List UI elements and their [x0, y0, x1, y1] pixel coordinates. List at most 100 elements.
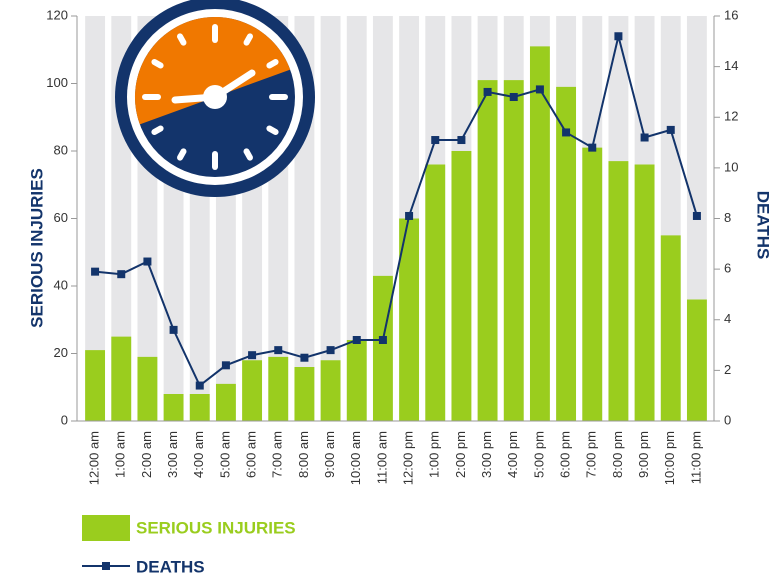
bar [556, 86, 577, 421]
y-tick-label: 20 [54, 345, 68, 360]
point [143, 257, 152, 266]
x-tick-label: 12:00 am [87, 431, 102, 485]
bar [268, 356, 289, 421]
y2-tick-label: 0 [724, 412, 731, 427]
x-tick-label: 11:00 pm [688, 431, 703, 484]
y2-tick-label: 16 [724, 7, 738, 22]
x-tick-label: 11:00 am [374, 431, 389, 484]
x-tick-label: 3:00 pm [479, 431, 494, 478]
x-tick-label: 8:00 pm [610, 431, 625, 478]
bar [294, 367, 315, 421]
line [94, 35, 698, 388]
x-tick-label: 1:00 am [113, 431, 128, 478]
bar [320, 360, 341, 421]
point [274, 346, 283, 355]
bar [242, 360, 263, 421]
point [483, 87, 492, 96]
x-tick-label: 9:00 pm [636, 431, 651, 478]
legend-label: DEATHS [136, 557, 205, 576]
point [378, 336, 387, 344]
x-tick-label: 2:00 am [139, 431, 154, 478]
point [326, 346, 335, 355]
background-stripe [320, 16, 341, 421]
bar [189, 394, 210, 421]
bar [451, 151, 472, 421]
bar [399, 218, 420, 421]
point [91, 267, 100, 276]
bar [163, 394, 184, 421]
point [300, 353, 309, 362]
point [666, 125, 675, 134]
point [221, 361, 230, 370]
x-tick-label: 12:00 pm [401, 431, 416, 485]
y-tick-label: 40 [54, 277, 68, 292]
point [535, 85, 544, 94]
bar [111, 336, 132, 421]
bar [582, 147, 603, 421]
point [588, 143, 597, 152]
clock-icon [115, 0, 315, 197]
point [431, 136, 440, 145]
x-tick-label: 4:00 am [191, 431, 206, 478]
x-tick-label: 10:00 am [348, 431, 363, 485]
background-stripe [346, 16, 367, 421]
y-tick-label: 120 [46, 7, 68, 22]
point [640, 133, 649, 142]
y-tick-label: 0 [61, 412, 68, 427]
point [614, 32, 623, 41]
point [352, 336, 361, 344]
x-tick-label: 5:00 am [217, 431, 232, 478]
point [509, 93, 518, 101]
point [195, 381, 204, 390]
legend-marker [102, 562, 110, 570]
y2-tick-label: 14 [724, 58, 738, 73]
y2-tick-label: 4 [724, 311, 731, 326]
point [248, 351, 257, 360]
bar [372, 275, 393, 421]
point [405, 211, 414, 220]
point [692, 211, 701, 220]
bar [215, 383, 236, 421]
bar [137, 356, 158, 421]
y2-axis-label: DEATHS [754, 191, 773, 260]
marks [85, 46, 707, 421]
point [457, 136, 466, 145]
bar [85, 350, 106, 421]
x-tick-label: 5:00 pm [531, 431, 546, 478]
x-tick-label: 7:00 pm [584, 431, 599, 478]
y2-tick-label: 10 [724, 159, 738, 174]
x-tick-label: 6:00 pm [558, 431, 573, 478]
y2-tick-label: 2 [724, 362, 731, 377]
y-axis-label: SERIOUS INJURIES [27, 168, 46, 328]
bar [346, 340, 367, 421]
x-tick-label: 8:00 am [296, 431, 311, 478]
y-tick-label: 60 [54, 210, 68, 225]
bar [425, 164, 446, 421]
bar [477, 80, 498, 421]
x-tick-label: 10:00 pm [662, 431, 677, 485]
legend-swatch [82, 515, 130, 541]
legend-label: SERIOUS INJURIES [136, 518, 296, 537]
y-tick-label: 80 [54, 142, 68, 157]
background-stripe [85, 16, 106, 421]
x-tick-label: 1:00 pm [427, 431, 442, 478]
bar [608, 161, 629, 421]
x-tick-label: 9:00 am [322, 431, 337, 478]
x-tick-label: 3:00 am [165, 431, 180, 478]
point [169, 325, 178, 334]
point [117, 270, 126, 279]
x-tick-label: 7:00 am [270, 431, 285, 478]
y2-tick-label: 12 [724, 109, 738, 124]
y2-tick-label: 6 [724, 261, 731, 276]
bar [686, 299, 707, 421]
bar [529, 46, 550, 421]
point [562, 128, 571, 137]
bar [660, 235, 681, 421]
y-tick-label: 100 [46, 75, 68, 90]
x-tick-label: 2:00 pm [453, 431, 468, 478]
bar [503, 80, 524, 421]
x-tick-label: 4:00 pm [505, 431, 520, 478]
y2-tick-label: 8 [724, 210, 731, 225]
x-tick-label: 6:00 am [244, 431, 259, 478]
